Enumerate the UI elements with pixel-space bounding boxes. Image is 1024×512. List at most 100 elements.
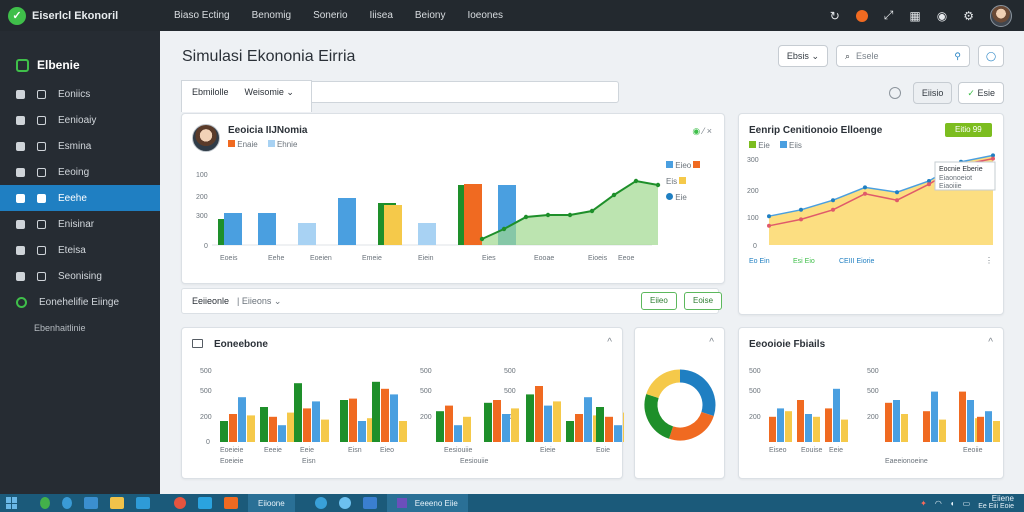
sidebar-subitem[interactable]: Ebenhaitlinie: [34, 323, 86, 333]
topnav-item[interactable]: Ioeones: [467, 10, 504, 21]
volume-icon[interactable]: ◖: [949, 498, 955, 508]
collapse-icon[interactable]: ^: [607, 337, 612, 348]
building-icon: [37, 193, 46, 203]
x-label: Eeoe: [618, 255, 634, 262]
x-label: Eoie: [596, 447, 610, 454]
taskbar-word-icon[interactable]: [362, 497, 377, 509]
start-menu-icon[interactable]: [6, 497, 18, 509]
y-tick: 300: [747, 157, 759, 164]
taskbar-edge-icon[interactable]: [314, 497, 327, 509]
search-placeholder: Esele: [856, 51, 879, 61]
collapse-icon[interactable]: ^: [709, 337, 714, 348]
chat-button[interactable]: ◯: [978, 45, 1004, 67]
top-controls: Ebsis ⌄ ⌕ Esele ⚲ ◯: [777, 45, 1004, 67]
topnav-item[interactable]: Benomig: [251, 10, 292, 21]
card-title: Eeoicia IIJNomia: [228, 125, 308, 136]
sidebar-item-8[interactable]: Seonising: [0, 263, 160, 289]
sidebar-item-1[interactable]: Eoniics: [0, 81, 160, 107]
tooltip-line: Eocnie Eberie: [939, 166, 983, 173]
y-tick: 500: [420, 368, 432, 375]
bar: [575, 414, 583, 442]
taskbar-mail-icon[interactable]: [198, 497, 212, 509]
taskbar-store-icon[interactable]: [110, 497, 124, 509]
user-avatar[interactable]: [990, 4, 1012, 27]
taskbar-files-icon[interactable]: [224, 497, 238, 509]
sidebar-item-7[interactable]: Eteisa: [0, 237, 160, 263]
period-tag[interactable]: Eitio 99: [945, 123, 992, 137]
home-icon: [16, 89, 25, 99]
taskbar-search-icon[interactable]: [40, 497, 50, 509]
battery-icon[interactable]: ▭: [962, 498, 971, 508]
wifi-icon[interactable]: ◠: [934, 498, 942, 508]
sidebar-item-5[interactable]: Eeehe: [0, 185, 160, 211]
chevron-down-icon: ⌄: [811, 50, 819, 61]
bar: [993, 421, 1000, 442]
grid-icon[interactable]: ▦: [909, 8, 921, 23]
y-tick: 200: [867, 414, 879, 421]
sidebar-header[interactable]: Elbenie: [0, 31, 160, 81]
data-point: [799, 217, 803, 222]
x-label: Eieo: [380, 447, 394, 454]
taskbar-app-icon[interactable]: [136, 497, 150, 509]
notification-badge-icon[interactable]: [855, 9, 868, 22]
taskbar-view-icon[interactable]: [62, 497, 72, 509]
topnav-item[interactable]: Beiony: [414, 10, 446, 21]
taskbar-folder-icon[interactable]: [84, 497, 98, 509]
y-tick: 500: [200, 388, 212, 395]
settings-icon[interactable]: ⚙: [963, 8, 974, 23]
primary-action-button[interactable]: Eiisio: [912, 82, 953, 104]
secondary-action-button[interactable]: ✓ Esie: [958, 82, 1004, 104]
taskbar: Eiioone Eeeeno Eiie ✦ ◠ ◖ ▭ Eiiene Ee Ei…: [0, 494, 1024, 512]
topnav-item[interactable]: Sonerio: [313, 10, 348, 21]
expand-icon[interactable]: ⤢: [883, 8, 894, 22]
status-ok-icon: ◉: [692, 126, 701, 136]
tray-icon[interactable]: ✦: [920, 498, 927, 508]
bar: [381, 388, 389, 442]
y-tick: 200: [200, 414, 212, 421]
help-icon[interactable]: [888, 87, 901, 99]
sidebar-item-2[interactable]: Eenioaiy: [0, 107, 160, 133]
y-tick: 0: [204, 243, 208, 250]
period-select[interactable]: Ebsis ⌄: [777, 45, 828, 67]
bar: [224, 213, 242, 245]
y-tick: 500: [420, 388, 432, 395]
app-logo-icon: ✓: [8, 6, 26, 25]
button-label: Eiisio: [921, 88, 944, 98]
brand[interactable]: ✓ Eiserlcl Ekonoril: [0, 6, 160, 25]
topnav-item[interactable]: Biaso Ecting: [174, 10, 230, 21]
info-icon[interactable]: ◉: [936, 8, 948, 23]
sidebar-item-3[interactable]: Esmina: [0, 133, 160, 159]
sidebar-item-4[interactable]: Eeoing: [0, 159, 160, 185]
refresh-icon[interactable]: ↻: [829, 8, 840, 23]
topnav-item[interactable]: Iiisea: [369, 10, 393, 21]
page-title: Simulasi Ekononia Eirria: [182, 48, 356, 65]
tab-2[interactable]: Weisomie ⌄: [244, 87, 294, 97]
taskbar-browser-icon[interactable]: [174, 497, 186, 509]
search-input[interactable]: ⌕ Esele ⚲: [836, 45, 970, 67]
clock[interactable]: Eiiene Ee Eiii Eoie: [978, 495, 1014, 511]
sidebar-item-6[interactable]: Enisinar: [0, 211, 160, 237]
competition-chart-card: Eenrip Cenitionoio Elloenge Eitio 99 Eie…: [738, 113, 1004, 315]
data-point: [991, 156, 995, 161]
data-point: [523, 214, 529, 220]
y-tick: 0: [753, 243, 757, 250]
filter-button-2[interactable]: Eoise: [684, 292, 723, 310]
sidebar-item-label: Eonehelifie Eiinge: [39, 296, 120, 308]
chart-footer: Esi Eio: [793, 258, 815, 265]
bar: [372, 381, 380, 442]
data-point: [589, 208, 595, 214]
x-label: Eiseo: [769, 447, 787, 454]
taskbar-app-1[interactable]: Eiioone: [248, 494, 295, 512]
filter-button-1[interactable]: Eiieo: [641, 292, 677, 310]
taskbar-settings-icon[interactable]: [338, 497, 351, 509]
folder-icon: [16, 193, 25, 203]
sidebar-item-extra[interactable]: Eonehelifie Eiinge: [0, 289, 160, 315]
x-label: Eeeie: [264, 447, 282, 454]
filter-select[interactable]: | Eiieons ⌄: [237, 295, 282, 306]
collapse-icon[interactable]: ^: [988, 337, 993, 348]
search-icon[interactable]: ⚲: [954, 50, 961, 61]
bar: [258, 213, 276, 245]
x-label: Eoeis: [220, 255, 238, 262]
tab-1[interactable]: Ebmilolle: [192, 87, 229, 97]
taskbar-app-2[interactable]: Eeeeno Eiie: [386, 494, 468, 512]
